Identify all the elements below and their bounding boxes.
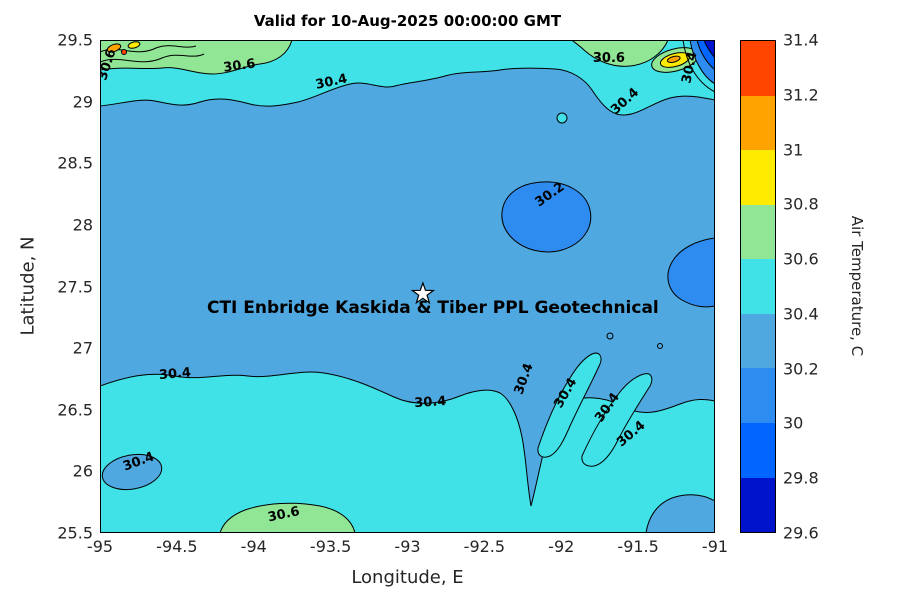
warm-spot-orange-core: [666, 55, 681, 63]
colorbar: [740, 40, 776, 533]
contour-label: 30.4: [158, 365, 191, 383]
x-tick-label: -93: [394, 537, 421, 556]
x-axis-ticks: -95 -94.5 -94 -93.5 -93 -92.5 -92 -91.5 -91: [87, 537, 728, 559]
colorbar-tick-label: 31.2: [783, 85, 819, 105]
colorbar-tick-label: 30.6: [783, 249, 819, 269]
y-tick-label: 29.5: [57, 30, 93, 50]
contour-label: 30.4: [679, 50, 700, 84]
colorbar-band: [741, 313, 775, 369]
colorbar-band: [741, 150, 775, 205]
y-axis-label: Latitude, N: [17, 236, 39, 336]
colorbar-tick-label: 31: [783, 140, 804, 160]
colorbar-tick-label: 30.4: [783, 304, 819, 324]
x-tick-label: -94: [240, 537, 267, 556]
colorbar-band: [741, 368, 775, 423]
y-tick-label: 26: [72, 461, 93, 481]
x-tick-label: -94.5: [156, 537, 198, 556]
y-tick-label: 29: [72, 92, 93, 112]
colorbar-tick-label: 30.2: [783, 359, 819, 379]
contour-label: 30.4: [414, 394, 447, 411]
x-tick-label: -91: [701, 537, 729, 556]
contour-label: 30.6: [267, 504, 301, 525]
bottom-green-patch: [219, 502, 356, 533]
bottom-right-blue-patch: [645, 494, 715, 533]
contour-plot: 30.630.430.630.430.230.430.430.4 30.4 30.4…: [100, 40, 715, 533]
y-tick-label: 26.5: [57, 400, 93, 420]
x-tick-label: -91.5: [617, 537, 659, 556]
axes-border: [100, 40, 715, 533]
x-axis-label: Longitude, E: [351, 567, 464, 588]
y-tick-label: 27.5: [57, 277, 93, 296]
colorbar-band: [741, 95, 775, 151]
y-tick-label: 25.5: [57, 523, 93, 543]
y-tick-label: 28.5: [57, 153, 93, 173]
colorbar-tick-label: 30: [783, 413, 804, 433]
colorbar-band: [741, 41, 775, 96]
top-left-green-patch: [100, 40, 293, 75]
contour-label: 30.6: [593, 51, 625, 66]
colorbar-band: [741, 259, 775, 314]
colorbar-tick-label: 29.8: [783, 468, 819, 488]
bottom-left-blue-blob: [101, 453, 163, 491]
top-left-contour-squiggle-2: [100, 53, 205, 63]
cool-pool-302: [501, 181, 592, 253]
colorbar-tick-label: 29.6: [783, 523, 819, 543]
colorbar-tick-label: 31.4: [783, 30, 819, 50]
site-star-marker: [410, 281, 436, 305]
top-left-orange-speck: [106, 43, 122, 53]
y-tick-label: 27: [72, 338, 93, 358]
cyan-strip-2: [581, 373, 653, 467]
colorbar-band: [741, 422, 775, 478]
top-left-red-speck: [121, 49, 127, 55]
colorbar-ticks: 29.6 29.8 30 30.2 30.4 30.6 30.8 31 31.2 31.4: [783, 31, 853, 543]
contour-label: 30.6: [222, 56, 256, 75]
x-tick-label: -92: [548, 537, 575, 556]
colorbar-tick-label: 30.8: [783, 194, 819, 214]
top-left-yellow-speck: [127, 41, 141, 49]
chart-title: Valid for 10-Aug-2025 00:00:00 GMT: [253, 12, 562, 30]
x-tick-label: -92.5: [463, 537, 506, 556]
site-label: CTI Enbridge Kaskida & Tiber PPL Geotech…: [207, 298, 659, 318]
x-tick-label: -93.5: [309, 537, 352, 556]
top-right-green-patch: [571, 40, 669, 67]
cold-corner-band-3: [703, 40, 715, 59]
x-tick-label: -95: [86, 537, 114, 556]
cold-corner-outer-line: [682, 40, 715, 93]
colorbar-label: Air Temperature, C: [848, 215, 866, 357]
y-tick-label: 28: [72, 215, 93, 235]
colorbar-band: [741, 477, 775, 533]
contour-label: 30.4: [314, 72, 348, 93]
cyan-strip-1: [537, 352, 602, 458]
small-contour-speck-1: [606, 332, 614, 340]
cool-lobe-right-edge: [667, 237, 715, 308]
colorbar-band: [741, 204, 775, 260]
y-axis-ticks: 25.5 26 26.5 27 27.5 28 28.5 29 29.5: [38, 31, 93, 543]
small-contour-speck-2: [657, 343, 663, 349]
small-cyan-contour: [556, 112, 568, 124]
plot-area: 30.6 30.4 30.6 30.4 30.2 30.4 30.4 30.4 30.4 30.4…: [100, 40, 715, 533]
